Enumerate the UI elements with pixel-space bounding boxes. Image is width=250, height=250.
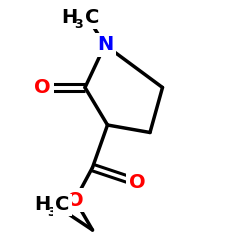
Text: 3: 3 bbox=[47, 206, 56, 218]
Text: C: C bbox=[55, 196, 70, 214]
Text: O: O bbox=[129, 173, 146, 192]
Text: H: H bbox=[34, 196, 50, 214]
Text: O: O bbox=[67, 190, 83, 210]
Text: H: H bbox=[61, 8, 78, 27]
Text: N: N bbox=[97, 36, 113, 54]
Text: O: O bbox=[34, 78, 51, 97]
Text: 3: 3 bbox=[74, 18, 83, 31]
Text: C: C bbox=[85, 8, 100, 27]
